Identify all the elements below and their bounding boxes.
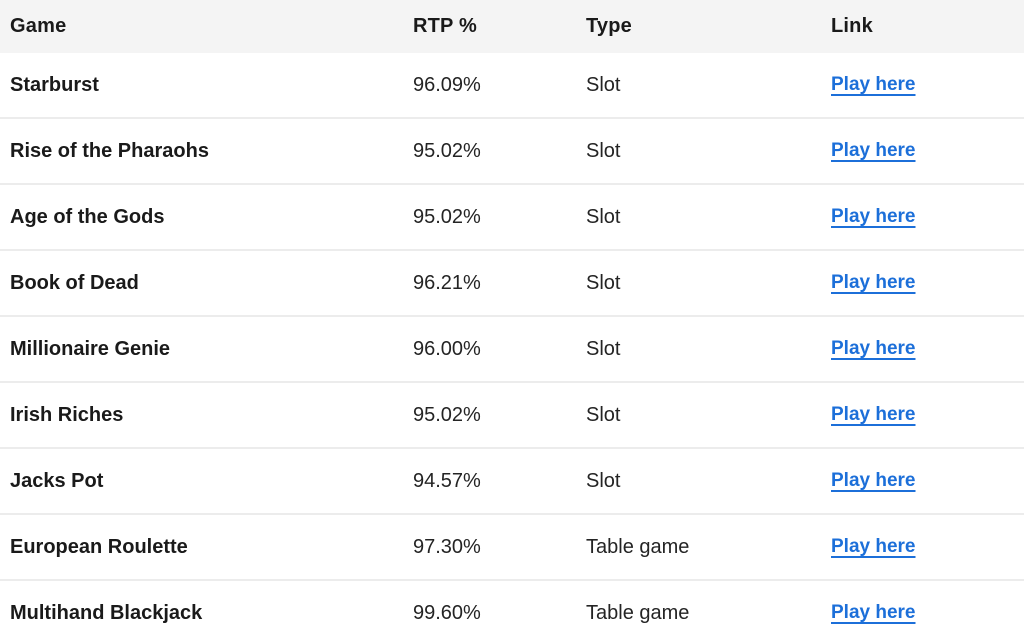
type-cell: Slot [586, 403, 621, 426]
rtp-cell: 94.57% [413, 469, 481, 492]
game-name-cell: Starburst [10, 73, 99, 96]
table-row: Book of Dead 96.21% Slot Play here [0, 251, 1024, 317]
game-name-cell: Rise of the Pharaohs [10, 139, 209, 162]
game-name-cell: Multihand Blackjack [10, 601, 203, 624]
type-cell: Slot [586, 139, 621, 162]
play-here-link[interactable]: Play here [831, 404, 916, 425]
rtp-cell: 96.00% [413, 337, 481, 360]
table-row: Jacks Pot 94.57% Slot Play here [0, 449, 1024, 515]
table-row: Multihand Blackjack 99.60% Table game Pl… [0, 581, 1024, 636]
play-here-link[interactable]: Play here [831, 140, 916, 161]
rtp-cell: 97.30% [413, 535, 481, 558]
column-header-type: Type [586, 15, 632, 37]
type-cell: Table game [586, 601, 690, 624]
play-here-link[interactable]: Play here [831, 338, 916, 359]
type-cell: Slot [586, 271, 621, 294]
play-here-link[interactable]: Play here [831, 602, 916, 623]
rtp-cell: 95.02% [413, 403, 481, 426]
game-name-cell: European Roulette [10, 535, 188, 558]
type-cell: Slot [586, 205, 621, 228]
type-cell: Slot [586, 469, 621, 492]
rtp-cell: 99.60% [413, 601, 481, 624]
rtp-cell: 95.02% [413, 205, 481, 228]
column-header-link: Link [831, 15, 873, 37]
table-row: Age of the Gods 95.02% Slot Play here [0, 185, 1024, 251]
play-here-link[interactable]: Play here [831, 536, 916, 557]
rtp-cell: 95.02% [413, 139, 481, 162]
table-row: Irish Riches 95.02% Slot Play here [0, 383, 1024, 449]
play-here-link[interactable]: Play here [831, 272, 916, 293]
play-here-link[interactable]: Play here [831, 74, 916, 95]
table-row: Rise of the Pharaohs 95.02% Slot Play he… [0, 119, 1024, 185]
rtp-cell: 96.09% [413, 73, 481, 96]
rtp-cell: 96.21% [413, 271, 481, 294]
type-cell: Table game [586, 535, 690, 558]
type-cell: Slot [586, 337, 621, 360]
game-name-cell: Millionaire Genie [10, 337, 171, 360]
table-row: European Roulette 97.30% Table game Play… [0, 515, 1024, 581]
table-row: Millionaire Genie 96.00% Slot Play here [0, 317, 1024, 383]
table-header-row: Game RTP % Type Link [0, 0, 1024, 53]
game-name-cell: Book of Dead [10, 271, 139, 294]
play-here-link[interactable]: Play here [831, 470, 916, 491]
table-row: Starburst 96.09% Slot Play here [0, 53, 1024, 119]
column-header-game: Game [10, 15, 67, 37]
column-header-rtp: RTP % [413, 15, 477, 37]
play-here-link[interactable]: Play here [831, 206, 916, 227]
game-name-cell: Irish Riches [10, 403, 124, 426]
game-name-cell: Age of the Gods [10, 205, 165, 228]
game-name-cell: Jacks Pot [10, 469, 104, 492]
type-cell: Slot [586, 73, 621, 96]
